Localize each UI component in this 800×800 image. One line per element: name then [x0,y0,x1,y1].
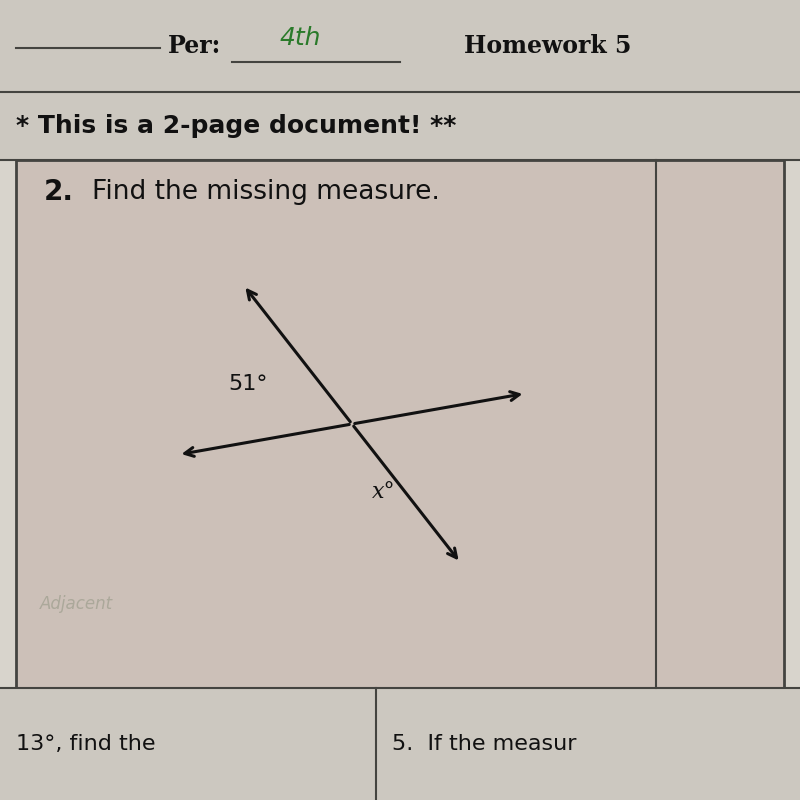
Text: x°: x° [372,481,396,503]
Bar [0,0,800,92]
Text: 2.: 2. [44,178,74,206]
Text: 51°: 51° [228,374,268,394]
Text: Per:: Per: [168,34,222,58]
Text: * This is a 2-page document! **: * This is a 2-page document! ** [16,114,456,138]
Text: Adjacent: Adjacent [40,595,113,613]
Bar [16,160,784,688]
Text: Homework 5: Homework 5 [464,34,631,58]
Bar [0,688,800,800]
Text: Find the missing measure.: Find the missing measure. [92,179,440,205]
Text: 13°, find the: 13°, find the [16,734,155,754]
Bar [0,92,800,160]
Text: 5.  If the measur: 5. If the measur [392,734,577,754]
Text: 4th: 4th [279,26,321,50]
